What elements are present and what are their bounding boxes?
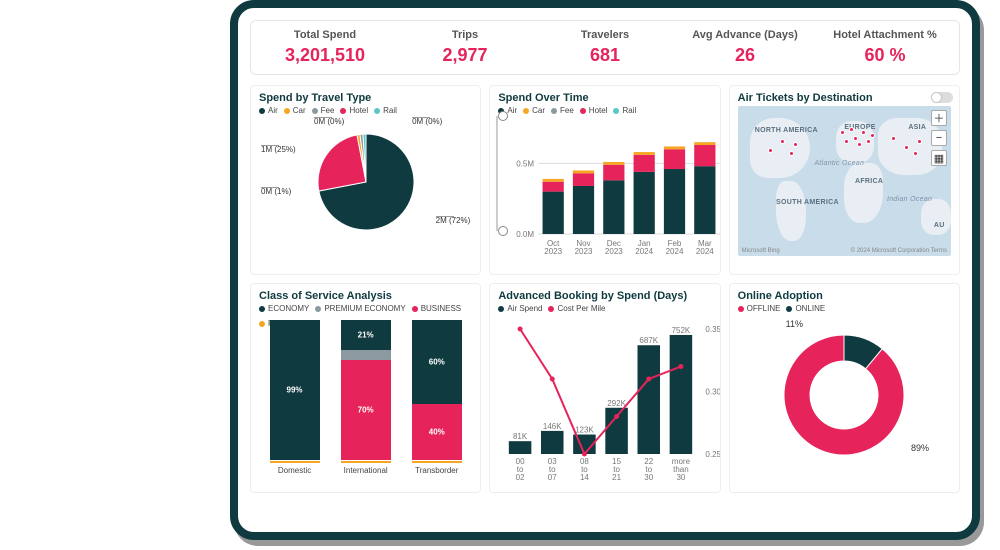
legend: OFFLINEONLINE [738, 304, 951, 313]
svg-text:Mar2024: Mar2024 [696, 239, 714, 256]
svg-text:0.25: 0.25 [706, 450, 721, 459]
kpi-total-spend[interactable]: Total Spend 3,201,510 [255, 29, 395, 66]
kpi-value: 26 [675, 45, 815, 66]
slider-handle-top[interactable] [498, 111, 508, 121]
stacked-bar-chart: 0.0M 0.5M Oct2023 Nov2023 Dec2023 Jan2024 Feb2… [514, 117, 720, 262]
svg-text:0.35: 0.35 [706, 325, 721, 334]
dashboard-frame: Total Spend 3,201,510 Trips 2,977 Travel… [230, 0, 980, 540]
map-attribution: © 2024 Microsoft Corporation Terms [851, 248, 947, 254]
svg-text:292K: 292K [608, 399, 627, 408]
map-label: SOUTH AMERICA [776, 199, 839, 206]
svg-text:Oct2023: Oct2023 [545, 239, 563, 256]
map-toggle[interactable] [931, 92, 953, 103]
svg-text:03to07: 03to07 [548, 457, 557, 480]
kpi-avg-advance[interactable]: Avg Advance (Days) 26 [675, 29, 815, 66]
svg-text:Dec2023: Dec2023 [605, 239, 623, 256]
kpi-label: Trips [395, 29, 535, 41]
kpi-label: Travelers [535, 29, 675, 41]
card-title: Advanced Booking by Spend (Days) [498, 290, 711, 302]
kpi-value: 3,201,510 [255, 45, 395, 66]
map-label: AFRICA [855, 178, 883, 185]
kpi-label: Avg Advance (Days) [675, 29, 815, 41]
svg-text:146K: 146K [543, 422, 562, 431]
donut-chart: 11% 89% [738, 315, 951, 475]
world-map[interactable]: NORTH AMERICA EUROPE ASIA AFRICA SOUTH A… [738, 106, 951, 256]
legend: AirCarFeeHotelRail [259, 106, 472, 115]
pie-callout: 2M (72%) [436, 216, 471, 225]
kpi-value: 60 % [815, 45, 955, 66]
card-spend-by-type[interactable]: Spend by Travel Type AirCarFeeHotelRail … [250, 85, 481, 275]
svg-text:00to02: 00to02 [516, 457, 525, 480]
slider-handle-bottom[interactable] [498, 226, 508, 236]
kpi-value: 2,977 [395, 45, 535, 66]
card-title: Spend by Travel Type [259, 92, 472, 104]
svg-text:81K: 81K [513, 432, 528, 441]
ocean-label: Indian Ocean [887, 196, 932, 203]
card-title: Online Adoption [738, 290, 951, 302]
card-air-tickets-map[interactable]: Air Tickets by Destination NORTH AMERICA… [729, 85, 960, 275]
svg-text:Jan2024: Jan2024 [636, 239, 654, 256]
card-advanced-booking[interactable]: Advanced Booking by Spend (Days) Air Spe… [489, 283, 720, 493]
svg-text:08to14: 08to14 [580, 457, 589, 480]
ocean-label: Atlantic Ocean [814, 160, 864, 167]
svg-text:22to30: 22to30 [645, 457, 654, 480]
card-spend-over-time[interactable]: Spend Over Time AirCarFeeHotelRail 0.0M0… [489, 85, 720, 275]
card-class-of-service[interactable]: Class of Service Analysis ECONOMYPREMIUM… [250, 283, 481, 493]
pie-callout: 0M (0%) [412, 117, 442, 126]
kpi-hotel-attachment[interactable]: Hotel Attachment % 60 % [815, 29, 955, 66]
svg-text:123K: 123K [575, 426, 594, 435]
pie-callout: 0M (0%) [314, 117, 344, 126]
card-title: Air Tickets by Destination [738, 92, 951, 104]
svg-text:15to21: 15to21 [612, 457, 621, 480]
kpi-travelers[interactable]: Travelers 681 [535, 29, 675, 66]
svg-text:Feb2024: Feb2024 [666, 239, 684, 256]
card-online-adoption[interactable]: Online Adoption OFFLINEONLINE 11% 89% [729, 283, 960, 493]
svg-text:0.0M: 0.0M [517, 230, 535, 239]
map-label: AU [934, 222, 945, 229]
donut-label-offline: 89% [911, 443, 929, 453]
donut-label-online: 11% [786, 319, 803, 329]
svg-text:morethan30: morethan30 [672, 457, 691, 480]
svg-text:0.5M: 0.5M [517, 159, 535, 168]
map-mode-button[interactable]: ▦ [931, 150, 947, 166]
svg-text:752K: 752K [672, 326, 691, 335]
card-title: Spend Over Time [498, 92, 711, 104]
combo-chart: 0.25 0.30 0.35 81K 00to02 146K 03to07 123K 08to1… [498, 315, 720, 480]
zoom-out-button[interactable]: − [931, 130, 947, 146]
zoom-in-button[interactable]: ＋ [931, 110, 947, 126]
svg-text:687K: 687K [640, 336, 659, 345]
kpi-label: Total Spend [255, 29, 395, 41]
kpi-trips[interactable]: Trips 2,977 [395, 29, 535, 66]
kpi-row: Total Spend 3,201,510 Trips 2,977 Travel… [250, 20, 960, 75]
legend: Air SpendCost Per Mile [498, 304, 711, 313]
kpi-value: 681 [535, 45, 675, 66]
range-slider[interactable] [496, 116, 498, 231]
map-label: ASIA [908, 124, 926, 131]
pie-callout: 0M (1%) [261, 187, 291, 196]
stacked-bar-chart: 99%Domestic21%70%International60%40%Tran… [259, 330, 472, 475]
svg-text:0.30: 0.30 [706, 388, 721, 397]
pie-chart: 2M (72%) 1M (25%) 0M (1%) 0M (0%) 0M (0%… [259, 117, 472, 247]
pie-callout: 1M (25%) [261, 145, 296, 154]
card-title: Class of Service Analysis [259, 290, 472, 302]
map-label: NORTH AMERICA [755, 127, 818, 134]
legend: AirCarFeeHotelRail [498, 106, 711, 115]
kpi-label: Hotel Attachment % [815, 29, 955, 41]
svg-text:Nov2023: Nov2023 [575, 239, 593, 256]
map-attribution: Microsoft Bing [742, 248, 780, 254]
